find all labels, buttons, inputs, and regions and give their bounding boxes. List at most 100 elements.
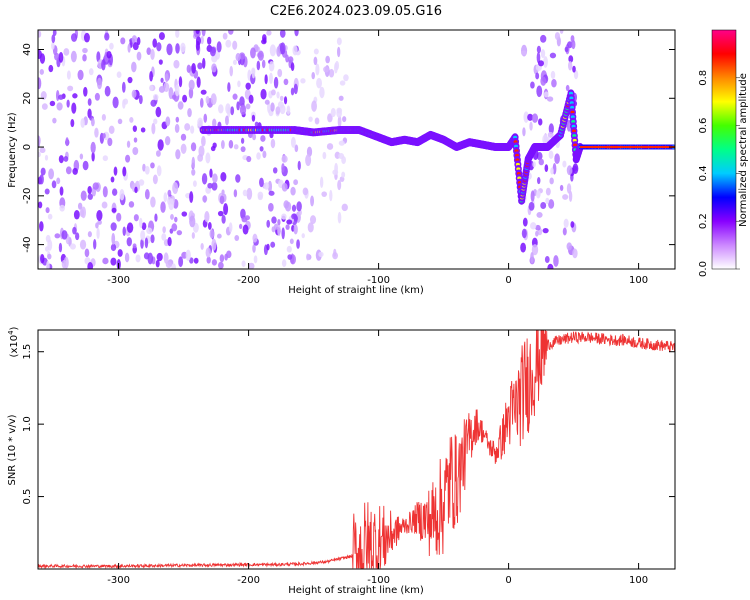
- noise-blob: [91, 151, 95, 162]
- noise-blob: [337, 211, 342, 224]
- noise-blob: [171, 223, 178, 232]
- noise-blob: [77, 202, 83, 210]
- noise-blob: [44, 154, 49, 161]
- noise-blob: [161, 233, 167, 241]
- noise-blob: [48, 64, 54, 73]
- noise-blob: [522, 217, 528, 227]
- noise-blob: [538, 118, 543, 126]
- noise-blob: [180, 143, 187, 154]
- noise-blob: [156, 252, 163, 262]
- noise-blob: [553, 255, 559, 267]
- noise-blob: [180, 42, 186, 53]
- noise-blob: [287, 254, 293, 260]
- noise-blob: [281, 213, 287, 220]
- noise-blob: [228, 30, 234, 35]
- noise-blob: [104, 32, 110, 41]
- noise-blob: [540, 34, 547, 43]
- noise-blob: [150, 48, 155, 61]
- noise-blob: [227, 106, 231, 118]
- noise-blob: [152, 93, 159, 101]
- noise-blob: [75, 232, 80, 241]
- spectrogram-frame: [37, 29, 676, 270]
- noise-blob: [294, 30, 299, 37]
- noise-blob: [520, 242, 527, 253]
- noise-blob: [46, 260, 50, 269]
- noise-blob: [87, 185, 92, 195]
- noise-blob: [39, 174, 44, 185]
- noise-blob: [270, 102, 275, 112]
- x-tick-label: 100: [629, 575, 648, 586]
- noise-blob: [342, 116, 347, 123]
- noise-blob: [232, 93, 238, 100]
- noise-blob: [527, 113, 534, 121]
- noise-blob: [290, 87, 295, 96]
- noise-blob: [193, 257, 199, 264]
- noise-blob: [65, 137, 69, 147]
- snr-y-label: SNR (10 * v/v): [7, 414, 18, 485]
- noise-blob: [119, 188, 125, 201]
- noise-blob: [572, 248, 578, 259]
- noise-blob: [189, 191, 194, 203]
- x-tick-label: -300: [107, 575, 130, 586]
- noise-blob: [45, 234, 51, 243]
- noise-blob: [70, 50, 77, 63]
- noise-blob: [252, 244, 256, 253]
- noise-blob: [164, 73, 169, 83]
- noise-blob: [190, 125, 195, 134]
- noise-blob: [281, 163, 285, 173]
- noise-blob: [307, 222, 314, 233]
- noise-blob: [178, 76, 183, 88]
- noise-blob: [150, 196, 156, 208]
- noise-blob: [67, 85, 74, 92]
- noise-blob: [310, 195, 315, 207]
- noise-blob: [79, 239, 87, 250]
- noise-blob: [154, 213, 158, 222]
- noise-blob: [117, 249, 123, 257]
- noise-blob: [138, 179, 145, 186]
- noise-blob: [554, 153, 560, 165]
- noise-blob: [251, 68, 256, 79]
- noise-blob: [131, 35, 138, 45]
- noise-blob: [92, 182, 99, 190]
- noise-blob: [38, 151, 41, 158]
- noise-blob: [222, 32, 228, 40]
- noise-blob: [155, 259, 160, 268]
- noise-blob: [523, 111, 529, 123]
- noise-blob: [219, 195, 225, 205]
- noise-blob: [104, 85, 111, 97]
- noise-blob: [151, 122, 156, 135]
- noise-blob: [175, 43, 180, 54]
- noise-blob: [260, 88, 267, 100]
- noise-blob: [284, 201, 292, 212]
- noise-blob: [138, 94, 143, 105]
- noise-blob: [167, 236, 172, 247]
- noise-blob: [259, 146, 264, 152]
- noise-blob: [109, 42, 114, 50]
- snr-multiplier-exp: 4: [7, 330, 15, 335]
- noise-blob: [152, 38, 158, 48]
- noise-blob: [281, 227, 285, 240]
- noise-blob: [572, 65, 576, 73]
- noise-blob: [140, 230, 146, 241]
- colorbar-tick-label: 0.2: [698, 213, 709, 229]
- noise-blob: [150, 234, 155, 244]
- noise-blob: [300, 78, 306, 84]
- noise-blob: [223, 203, 229, 216]
- noise-blob: [218, 261, 224, 269]
- noise-blob: [251, 114, 256, 122]
- noise-blob: [224, 115, 229, 126]
- noise-blob: [309, 215, 317, 225]
- noise-blob: [160, 77, 164, 83]
- noise-blob: [176, 230, 183, 236]
- snr-multiplier-base: (x10: [9, 335, 20, 358]
- noise-blob: [215, 50, 221, 60]
- noise-blob: [240, 137, 245, 144]
- noise-blob: [559, 30, 564, 34]
- noise-blob: [186, 64, 191, 73]
- x-tick-label: -100: [367, 575, 390, 586]
- noise-blob: [165, 116, 171, 127]
- colorbar: 0.0 0.2 0.4 0.6 0.8 Normalized spectral ampl…: [698, 29, 749, 277]
- noise-blob: [550, 167, 554, 175]
- noise-blob: [536, 52, 541, 64]
- noise-blob: [71, 102, 77, 114]
